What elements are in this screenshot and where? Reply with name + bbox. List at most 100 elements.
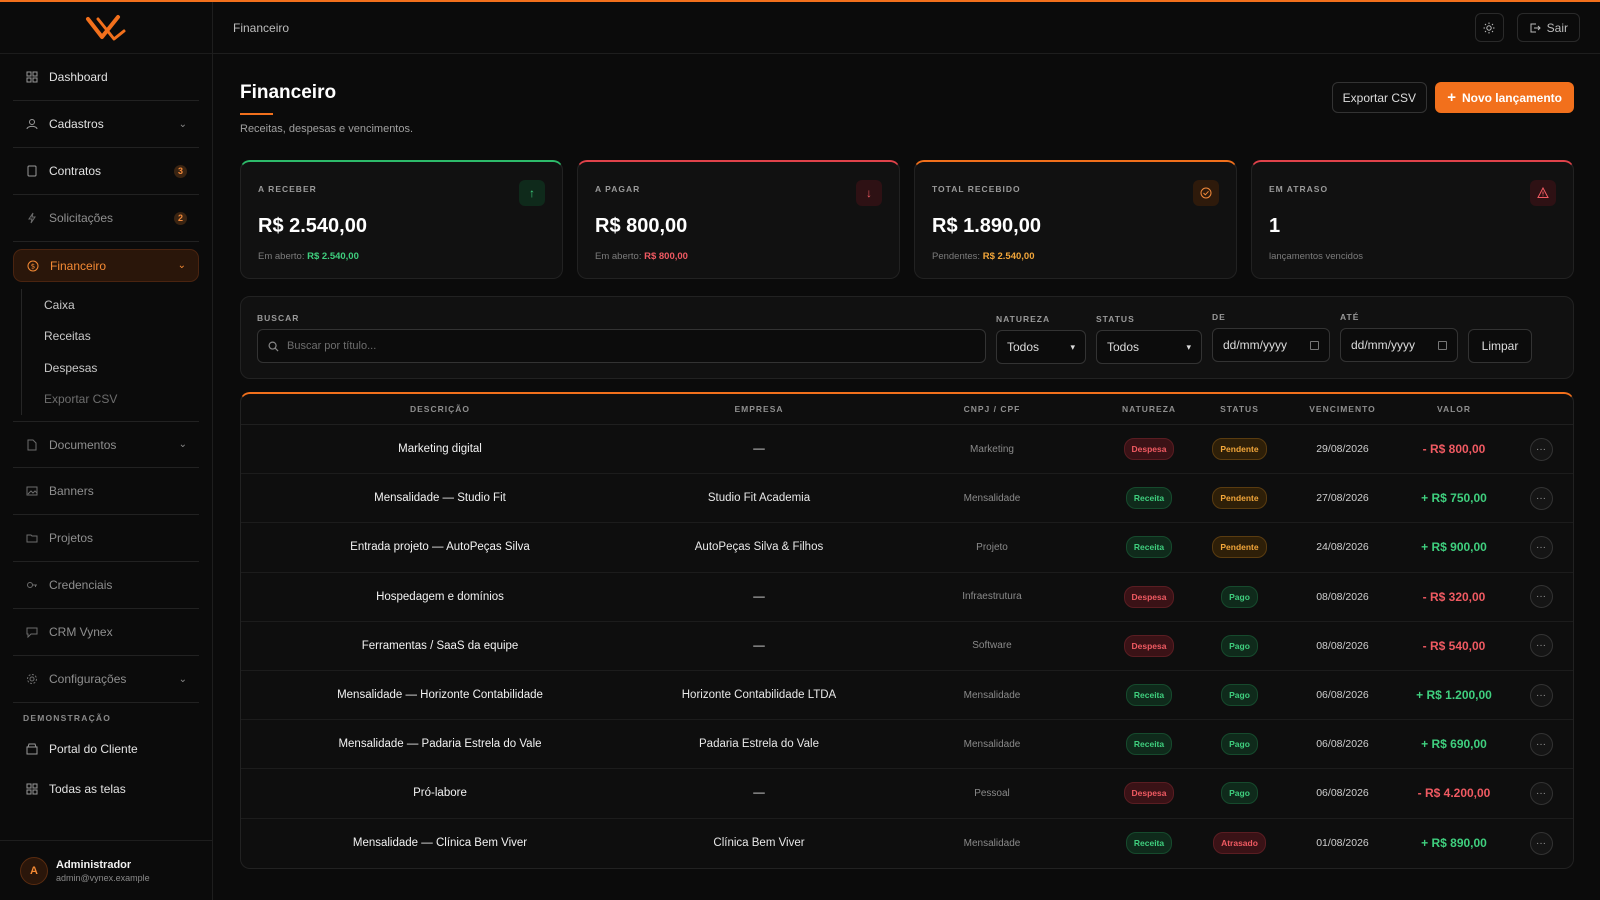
more-options-icon[interactable]: ···	[1529, 683, 1553, 707]
cell-empresa: Horizonte Contabilidade LTDA	[681, 689, 837, 702]
image-icon	[25, 484, 39, 498]
search-input[interactable]: Buscar por título...	[257, 329, 986, 363]
table-row[interactable]: Hospedagem e domínios — Infraestrutura Desp…	[241, 573, 1573, 622]
card-sub-label: Em aberto:	[258, 251, 305, 262]
submenu-item-caixa[interactable]: Caixa	[44, 297, 75, 312]
plus-icon: +	[1447, 89, 1456, 106]
date-from-value: dd/mm/yyyy	[1223, 338, 1288, 352]
date-to-input[interactable]: dd/mm/yyyy	[1340, 328, 1458, 362]
more-options-icon[interactable]: ···	[1529, 831, 1553, 855]
logo[interactable]	[0, 2, 212, 54]
more-options-icon[interactable]: ···	[1529, 634, 1553, 658]
calendar-icon[interactable]	[1438, 340, 1447, 350]
export-csv-button[interactable]: Exportar CSV	[1331, 82, 1427, 113]
cell-categoria: Mensalidade	[963, 738, 1021, 750]
cell-categoria: Mensalidade	[963, 492, 1021, 504]
more-options-icon[interactable]: ···	[1529, 486, 1553, 510]
cell-valor: + R$ 690,00	[1421, 737, 1487, 752]
theme-toggle-button[interactable]	[1474, 13, 1504, 42]
sidebar-item-dashboard[interactable]: Dashboard	[13, 54, 199, 101]
sidebar-item-solicitacoes[interactable]: Solicitações 2	[13, 195, 199, 242]
more-options-icon[interactable]: ···	[1529, 781, 1553, 805]
transactions-table: DESCRIÇÃO EMPRESA CNPJ / CPF NATUREZA ST…	[240, 392, 1574, 869]
cell-categoria: Infraestrutura	[962, 591, 1022, 603]
date-from-input[interactable]: dd/mm/yyyy	[1212, 328, 1330, 362]
sidebar-item-configuracoes[interactable]: Configurações ⌄	[13, 656, 199, 703]
clear-filters-button[interactable]: Limpar	[1468, 329, 1532, 363]
calendar-icon[interactable]	[1310, 340, 1319, 350]
chevron-down-icon: ⌄	[177, 260, 186, 271]
sidebar-item-portal-cliente[interactable]: Portal do Cliente	[13, 729, 199, 769]
logout-label: Sair	[1546, 20, 1568, 35]
cell-valor: - R$ 4.200,00	[1417, 786, 1491, 801]
natureza-badge: Receita	[1125, 536, 1173, 559]
submenu-item-receitas[interactable]: Receitas	[44, 329, 91, 344]
more-options-icon[interactable]: ···	[1529, 585, 1553, 609]
sidebar-item-label: Credenciais	[49, 578, 113, 592]
card-sub-value: R$ 2.540,00	[307, 251, 359, 262]
sidebar-item-documentos[interactable]: Documentos ⌄	[13, 421, 199, 468]
card-value: R$ 800,00	[595, 215, 688, 237]
sidebar-item-credenciais[interactable]: Credenciais	[13, 562, 199, 609]
cell-status: Pago	[1193, 634, 1286, 657]
user-profile[interactable]: A Administrador admin@vynex.example	[0, 840, 212, 900]
cell-descricao: Marketing digital	[398, 443, 482, 456]
cell-valor: - R$ 320,00	[1422, 589, 1486, 604]
cell-valor: - R$ 800,00	[1422, 442, 1486, 457]
chevron-down-icon: ▾	[1070, 341, 1075, 352]
more-options-icon[interactable]: ···	[1529, 535, 1553, 559]
sidebar-item-cadastros[interactable]: Cadastros ⌄	[13, 101, 199, 148]
table-row[interactable]: Mensalidade — Horizonte Contabilidade Hor…	[241, 671, 1573, 721]
sidebar-item-label: Contratos	[49, 164, 102, 178]
natureza-badge: Receita	[1125, 733, 1173, 756]
sidebar-item-label: Portal do Cliente	[49, 742, 138, 756]
new-entry-button[interactable]: + Novo lançamento	[1435, 82, 1574, 113]
sidebar-item-banners[interactable]: Banners	[13, 468, 199, 515]
arrow-up-icon: ↑	[519, 180, 545, 206]
submenu-item-despesas[interactable]: Despesas	[44, 360, 98, 375]
cell-vencimento: 06/08/2026	[1316, 787, 1369, 800]
logout-button[interactable]: Sair	[1516, 13, 1580, 42]
sidebar-item-contratos[interactable]: Contratos 3	[13, 148, 199, 195]
card-sub-value: R$ 800,00	[644, 251, 688, 262]
grid-icon	[25, 70, 39, 84]
table-row[interactable]: Entrada projeto — AutoPeças Silva AutoPeç…	[241, 523, 1573, 573]
natureza-select[interactable]: Todos ▾	[996, 330, 1086, 364]
doc-icon	[25, 438, 39, 452]
table-row[interactable]: Marketing digital — Marketing Despesa Penden…	[241, 425, 1573, 475]
cell-valor: + R$ 900,00	[1421, 540, 1487, 555]
file-icon	[25, 164, 39, 178]
table-header: DESCRIÇÃO EMPRESA CNPJ / CPF NATUREZA ST…	[241, 394, 1573, 425]
cell-empresa: Studio Fit Academia	[707, 492, 811, 505]
cell-descricao: Mensalidade — Horizonte Contabilidade	[337, 689, 543, 702]
sidebar-item-todas-telas[interactable]: Todas as telas	[13, 769, 199, 809]
more-options-icon[interactable]: ···	[1529, 732, 1553, 756]
submenu-item-exportar-csv[interactable]: Exportar CSV	[44, 392, 118, 407]
natureza-badge: Receita	[1125, 684, 1173, 707]
cell-valor: + R$ 890,00	[1421, 836, 1487, 851]
logo-icon	[86, 14, 126, 40]
sidebar-item-projetos[interactable]: Projetos	[13, 515, 199, 562]
status-badge: Pago	[1221, 684, 1258, 707]
status-select[interactable]: Todos ▾	[1096, 330, 1202, 364]
table-row[interactable]: Ferramentas / SaaS da equipe — Software Des…	[241, 622, 1573, 671]
arrow-down-icon: ↓	[856, 180, 882, 206]
cell-descricao: Mensalidade — Clínica Bem Viver	[352, 837, 528, 850]
more-options-icon[interactable]: ···	[1529, 437, 1553, 461]
table-row[interactable]: Mensalidade — Padaria Estrela do Vale Pad…	[241, 720, 1573, 770]
sidebar-item-crm[interactable]: CRM Vynex	[13, 609, 199, 656]
table-row[interactable]: Pró-labore — Pessoal Despesa Pago 06/08/2026 -…	[241, 769, 1573, 819]
cell-valor: + R$ 1.200,00	[1416, 688, 1492, 703]
card-sub: lançamentos vencidos	[1269, 251, 1363, 262]
status-badge: Atrasado	[1213, 832, 1266, 855]
new-entry-label: Novo lançamento	[1461, 90, 1562, 105]
user-email: admin@vynex.example	[56, 872, 150, 883]
table-row[interactable]: Mensalidade — Studio Fit Studio Fit Acade…	[241, 474, 1573, 524]
cell-status: Pago	[1193, 782, 1286, 805]
search-label: BUSCAR	[257, 313, 300, 323]
cell-actions: ···	[1509, 486, 1573, 510]
table-row[interactable]: Mensalidade — Clínica Bem Viver Clínica B…	[241, 819, 1573, 868]
sidebar-item-financeiro[interactable]: $ Financeiro ⌄	[13, 249, 199, 282]
cell-vencimento: 29/08/2026	[1316, 443, 1369, 456]
breadcrumb: Financeiro	[233, 20, 290, 35]
